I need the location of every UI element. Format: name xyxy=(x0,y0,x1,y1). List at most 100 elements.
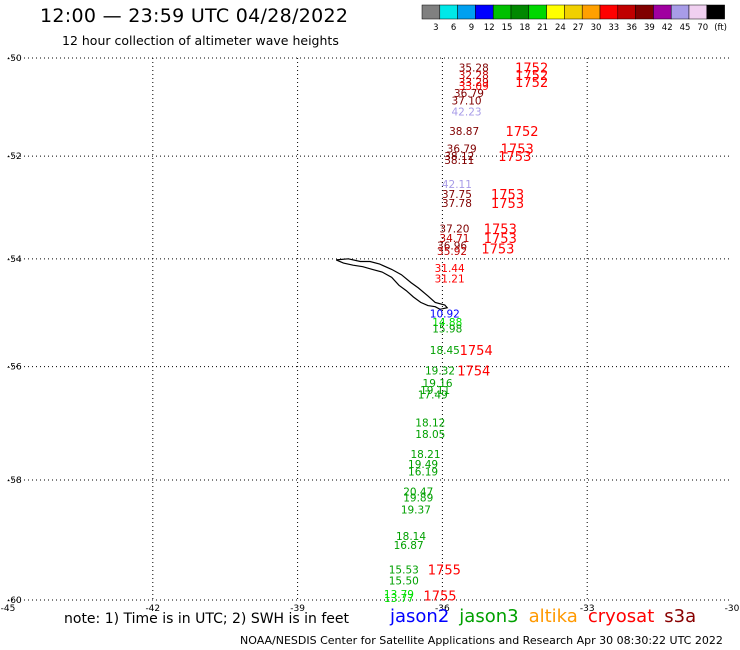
swh-value-label: 19.37 xyxy=(401,504,431,516)
legend-altika: altika xyxy=(528,606,578,627)
chart-subtitle: 12 hour collection of altimeter wave hei… xyxy=(62,33,339,48)
color-scale-label: 3 xyxy=(433,23,438,33)
swh-value-label: 20.47 xyxy=(403,487,433,499)
color-scale-swatch xyxy=(706,4,725,20)
chart-title: 12:00 — 23:59 UTC 04/28/2022 xyxy=(40,5,349,27)
swh-value-label: 18.45 xyxy=(430,345,460,357)
swh-value-label: 35.28 xyxy=(459,63,489,75)
color-scale-swatch xyxy=(688,4,708,20)
color-scale-label: 27 xyxy=(573,23,584,33)
legend-s3a: s3a xyxy=(664,606,697,627)
color-scale-label: 33 xyxy=(608,23,619,33)
swh-value-label: 18.14 xyxy=(396,531,426,543)
color-scale-label: 12 xyxy=(484,23,495,33)
color-scale-label: 70 xyxy=(697,23,708,33)
swh-value-label: 36.79 xyxy=(447,144,477,156)
swh-value-label: 38.11 xyxy=(444,155,474,167)
color-scale-swatch xyxy=(546,4,565,20)
swh-value-label: 33.29 xyxy=(459,77,489,89)
swh-value-label: 37.75 xyxy=(442,189,472,201)
color-scale-swatch xyxy=(528,4,547,20)
color-scale-label: 24 xyxy=(555,23,566,33)
swh-value-label: 15.53 xyxy=(389,564,419,576)
color-scale-label: 21 xyxy=(537,23,548,33)
pass-number-label: 1753 xyxy=(501,143,534,158)
color-scale-label: 39 xyxy=(644,23,655,33)
y-tick-label: -60 xyxy=(7,596,22,606)
legend-jason3: jason3 xyxy=(459,606,519,627)
pass-number-label: 1753 xyxy=(484,223,517,238)
x-tick-label: -42 xyxy=(145,604,160,614)
swh-value-label: 19.16 xyxy=(423,378,453,390)
swh-value-label: 42.11 xyxy=(442,179,472,191)
swh-value-label: 31.21 xyxy=(435,273,465,285)
y-tick-label: -58 xyxy=(7,476,22,486)
legend-jason2: jason2 xyxy=(390,606,450,627)
pass-number-label: 1752 xyxy=(505,125,538,140)
swh-value-label: 32.28 xyxy=(459,70,489,82)
swh-value-label: 15.98 xyxy=(432,323,462,335)
swh-value-label: 17.49 xyxy=(418,389,448,401)
swh-value-label: 15.50 xyxy=(389,575,419,587)
color-scale-swatch xyxy=(439,4,458,20)
swh-value-label: 18.05 xyxy=(415,429,445,441)
color-scale-swatch xyxy=(653,4,672,20)
color-scale-label: 18 xyxy=(519,23,530,33)
color-scale-swatch xyxy=(421,4,441,20)
pass-number-label: 1753 xyxy=(491,188,524,203)
swh-value-label: 18.12 xyxy=(415,418,445,430)
pass-number-label: 1754 xyxy=(460,344,493,359)
swh-value-label: 37.20 xyxy=(439,224,469,236)
swh-value-label: 19.89 xyxy=(403,493,433,505)
color-scale-label: 9 xyxy=(469,23,474,33)
color-scale-label: 42 xyxy=(662,23,673,33)
pass-number-label: 1753 xyxy=(491,197,524,212)
swh-value-label: 16.19 xyxy=(408,466,438,478)
swh-value-label: 13.77 xyxy=(384,593,414,605)
color-scale-swatch xyxy=(617,4,636,20)
color-scale-swatch xyxy=(670,4,690,20)
color-scale-label: 36 xyxy=(626,23,637,33)
swh-value-label: 36.96 xyxy=(437,241,467,253)
swh-value-label: 14.88 xyxy=(432,317,462,329)
swh-value-label: 36.79 xyxy=(454,88,484,100)
pass-number-label: 1753 xyxy=(484,232,517,247)
satellite-legend: jason2 jason3 altika cryosat s3a xyxy=(390,606,706,627)
swh-value-label: 38.87 xyxy=(449,126,479,138)
footer-credit: NOAA/NESDIS Center for Satellite Applica… xyxy=(240,634,723,647)
color-scale-label: 15 xyxy=(502,23,513,33)
color-scale-swatch xyxy=(564,4,583,20)
swh-value-label: 13.79 xyxy=(384,589,414,601)
swh-value-label: 16.87 xyxy=(394,540,424,552)
y-tick-label: -56 xyxy=(7,363,22,373)
swh-value-label: 37.78 xyxy=(442,198,472,210)
coastline xyxy=(335,258,449,310)
swh-value-label: 42.23 xyxy=(452,106,482,118)
color-scale-label: 45 xyxy=(680,23,691,33)
pass-number-label: 1752 xyxy=(515,69,548,84)
pass-number-label: 1752 xyxy=(515,62,548,77)
color-scale-label: (ft) xyxy=(714,23,727,33)
swh-value-label: 19.11 xyxy=(420,385,450,397)
swh-value-label: 34.71 xyxy=(439,233,469,245)
color-scale-swatch xyxy=(581,4,601,20)
x-tick-label: -39 xyxy=(290,604,305,614)
color-scale-swatch xyxy=(492,4,512,20)
swh-value-label: 19.49 xyxy=(408,459,438,471)
pass-number-label: 1755 xyxy=(423,590,456,605)
x-tick-label: -33 xyxy=(580,604,595,614)
color-scale-swatch xyxy=(599,4,619,20)
swh-value-label: 10.92 xyxy=(430,309,460,321)
swh-value-label: 38.12 xyxy=(444,151,474,163)
color-scale-label: 6 xyxy=(451,23,456,33)
color-scale-swatch xyxy=(635,4,654,20)
x-tick-label: -36 xyxy=(435,604,450,614)
legend-cryosat: cryosat xyxy=(587,606,655,627)
swh-value-label: 33.09 xyxy=(459,81,489,93)
y-tick-label: -54 xyxy=(7,255,22,265)
footer-note: note: 1) Time is in UTC; 2) SWH is in fe… xyxy=(64,611,350,627)
swh-value-label: 37.10 xyxy=(452,96,482,108)
pass-number-label: 1753 xyxy=(481,242,514,257)
